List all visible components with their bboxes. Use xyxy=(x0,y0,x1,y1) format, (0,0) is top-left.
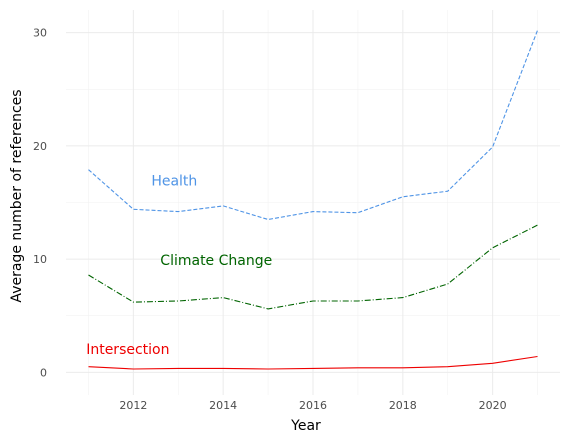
series-label-climate-change: Climate Change xyxy=(160,253,272,269)
y-tick-label: 10 xyxy=(33,253,47,266)
y-tick-label: 20 xyxy=(33,140,47,153)
tick-labels: 2012 2014 2016 2018 2020 0 10 20 30 xyxy=(33,27,507,412)
x-tick-label: 2016 xyxy=(299,399,327,412)
x-axis-title: Year xyxy=(290,418,321,434)
series-line-health xyxy=(88,30,539,221)
series-line-intersection xyxy=(88,355,538,370)
series-label-intersection: Intersection xyxy=(86,342,169,358)
x-tick-label: 2014 xyxy=(209,399,237,412)
y-axis-title: Average number of references xyxy=(9,89,25,302)
y-tick-label: 0 xyxy=(40,366,47,379)
y-tick-label: 30 xyxy=(33,27,47,40)
series-label-health: Health xyxy=(151,174,197,190)
grid xyxy=(66,10,560,395)
series-line-climate-change xyxy=(88,224,538,310)
x-tick-label: 2018 xyxy=(389,399,417,412)
series-lines xyxy=(88,30,539,370)
x-tick-label: 2012 xyxy=(119,399,147,412)
x-tick-label: 2020 xyxy=(479,399,507,412)
series-labels: Health Climate Change Intersection xyxy=(86,174,272,359)
